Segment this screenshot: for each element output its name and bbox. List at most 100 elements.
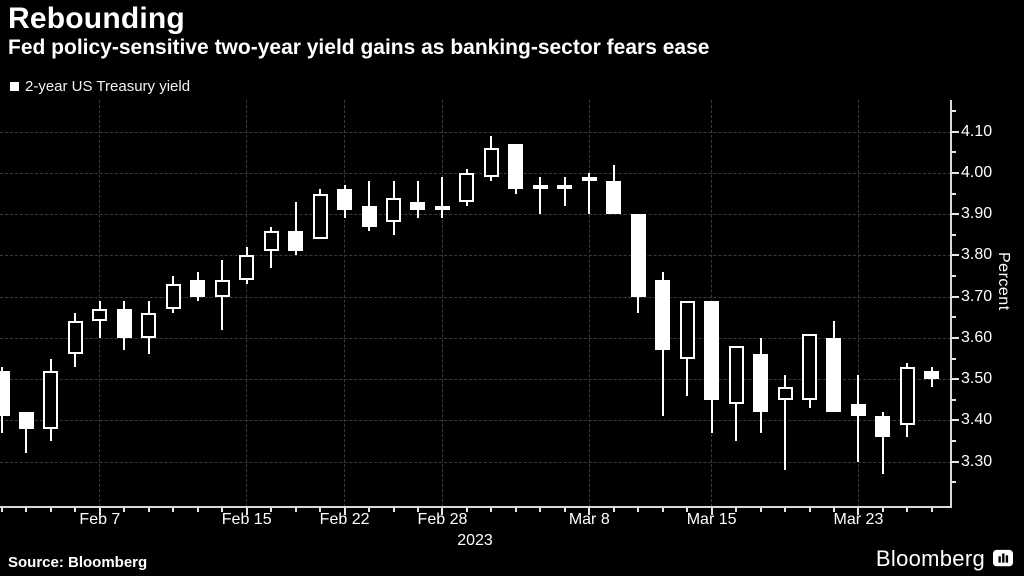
- y-minor-tick: [952, 357, 956, 360]
- y-minor-tick: [952, 440, 956, 443]
- x-minor-tick: [881, 508, 884, 512]
- candle-mar-17: [753, 354, 769, 413]
- x-minor-tick: [294, 508, 297, 512]
- candle-mar-2: [483, 148, 499, 178]
- horizontal-gridline: [0, 172, 951, 174]
- x-minor-tick: [1, 508, 3, 512]
- candle-feb-6: [67, 321, 83, 355]
- horizontal-gridline: [0, 420, 951, 422]
- x-minor-tick: [832, 508, 835, 512]
- candle-feb-1: [0, 370, 10, 417]
- candle-wick: [441, 177, 444, 219]
- y-tick-label: 3.50: [961, 370, 993, 388]
- candle-mar-3: [508, 144, 524, 190]
- y-minor-tick: [952, 192, 956, 195]
- candle-feb-3: [43, 370, 59, 429]
- legend-swatch-icon: [10, 82, 19, 91]
- candle-mar-13: [655, 280, 671, 351]
- y-tick-label: 3.90: [961, 205, 993, 223]
- source-note: Source: Bloomberg: [8, 554, 148, 571]
- candle-mar-21: [802, 333, 817, 400]
- candle-mar-15: [704, 300, 720, 400]
- x-minor-tick: [808, 508, 811, 512]
- candle-feb-28: [434, 205, 450, 210]
- candle-feb-24: [386, 197, 402, 223]
- y-major-tick: [952, 130, 959, 133]
- vertical-gridline: [344, 100, 346, 507]
- x-minor-tick: [319, 508, 322, 512]
- bloomberg-wordmark: Bloomberg: [875, 546, 985, 571]
- x-tick-label: Mar 23: [833, 511, 884, 528]
- horizontal-gridline: [0, 296, 951, 298]
- y-minor-tick: [952, 316, 956, 319]
- x-minor-tick: [906, 508, 909, 512]
- y-tick-label: 3.40: [961, 411, 993, 429]
- candle-mar-27: [899, 366, 915, 425]
- y-tick-label: 3.70: [961, 287, 993, 305]
- candle-mar-22: [826, 337, 842, 413]
- y-major-tick: [952, 460, 959, 463]
- horizontal-gridline: [0, 461, 951, 463]
- x-minor-tick: [539, 508, 542, 512]
- candle-mar-24: [875, 416, 891, 437]
- x-minor-tick: [172, 508, 175, 512]
- candle-feb-13: [190, 280, 206, 297]
- candle-feb-16: [263, 230, 279, 252]
- x-minor-tick: [221, 508, 224, 512]
- x-axis-line: [0, 506, 952, 508]
- chart-subtitle: Fed policy-sensitive two-year yield gain…: [8, 36, 710, 59]
- chart-title: Rebounding: [8, 2, 185, 35]
- candle-feb-22: [337, 189, 353, 211]
- y-minor-tick: [952, 233, 956, 236]
- x-tick-label: Feb 7: [79, 511, 121, 528]
- candle-feb-21: [312, 193, 328, 239]
- x-minor-tick: [784, 508, 787, 512]
- candle-mar-9: [606, 181, 622, 215]
- candle-feb-9: [141, 313, 157, 338]
- x-major-tick: [343, 508, 346, 515]
- y-minor-tick: [952, 481, 956, 484]
- x-minor-tick: [686, 508, 689, 512]
- y-minor-tick: [952, 398, 956, 401]
- candle-wick: [563, 177, 566, 206]
- candle-mar-6: [532, 185, 548, 190]
- y-major-tick: [952, 171, 959, 174]
- y-minor-tick: [952, 110, 956, 113]
- y-axis-line: [950, 100, 952, 508]
- x-minor-tick: [930, 508, 933, 512]
- x-minor-tick: [490, 508, 493, 512]
- y-tick-label: 3.30: [961, 452, 993, 470]
- horizontal-gridline: [0, 379, 951, 381]
- x-tick-label: Feb 22: [319, 511, 370, 528]
- y-tick-label: 3.80: [961, 246, 993, 264]
- x-minor-tick: [514, 508, 517, 512]
- bloomberg-bug-icon: [992, 549, 1014, 569]
- x-minor-tick: [270, 508, 273, 512]
- y-minor-tick: [952, 151, 956, 154]
- y-tick-label: 4.10: [961, 122, 993, 140]
- x-minor-tick: [196, 508, 199, 512]
- y-major-tick: [952, 419, 959, 422]
- x-minor-tick: [392, 508, 395, 512]
- y-minor-tick: [952, 275, 956, 278]
- x-major-tick: [98, 508, 101, 515]
- x-minor-tick: [368, 508, 371, 512]
- x-minor-tick: [637, 508, 640, 512]
- x-minor-tick: [735, 508, 738, 512]
- candle-feb-2: [18, 412, 34, 429]
- x-minor-tick: [416, 508, 419, 512]
- x-major-tick: [857, 508, 860, 515]
- candle-mar-10: [630, 214, 646, 297]
- y-major-tick: [952, 213, 959, 216]
- x-axis-year-label: 2023: [457, 532, 493, 549]
- y-tick-label: 4.00: [961, 163, 993, 181]
- x-major-tick: [588, 508, 591, 515]
- x-minor-tick: [661, 508, 664, 512]
- horizontal-gridline: [0, 214, 951, 216]
- candle-mar-14: [679, 300, 695, 359]
- candle-wick: [25, 412, 28, 454]
- candle-feb-7: [92, 309, 108, 322]
- x-tick-label: Feb 15: [221, 511, 272, 528]
- candle-feb-27: [410, 201, 426, 211]
- y-axis-title: Percent: [995, 252, 1012, 311]
